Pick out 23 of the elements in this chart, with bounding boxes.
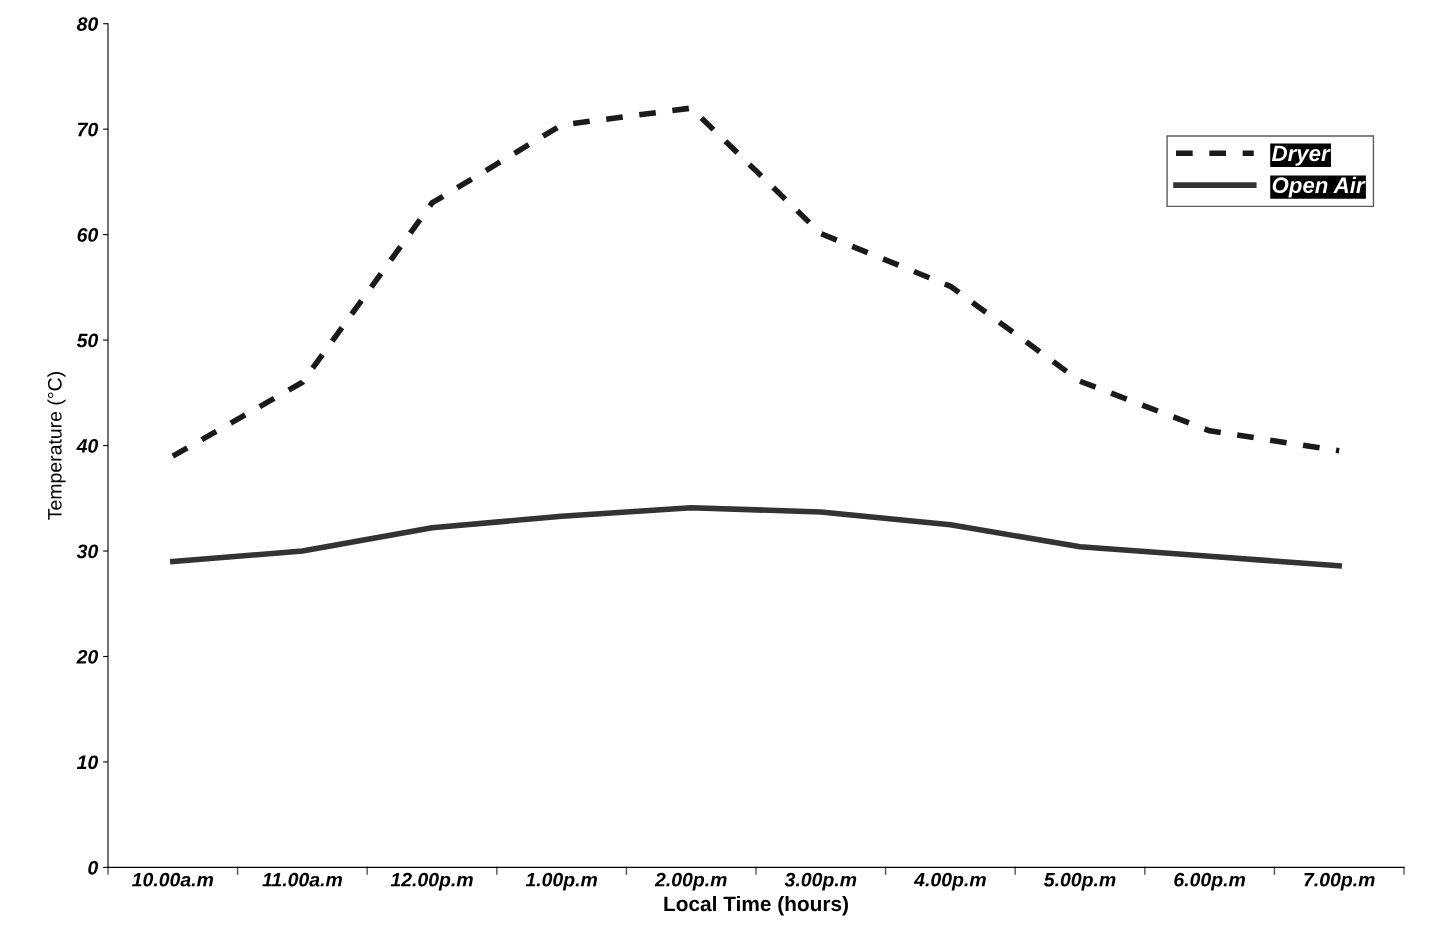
x-tick-label: 10.00a.m	[132, 872, 214, 887]
y-tick-label: 30	[76, 544, 99, 559]
y-axis-title: Temperature (°C)	[47, 372, 66, 520]
x-tick-label: 1.00p.m	[525, 872, 597, 891]
y-tick-label: 10	[76, 755, 99, 770]
x-tick-label: 6.00p.m	[1174, 872, 1245, 891]
x-tick-label: 5.00p.m	[1043, 872, 1116, 891]
legend-label: Open Air	[1272, 176, 1366, 198]
y-tick-label: 20	[76, 649, 99, 664]
x-tick-label: 11.00a.m	[262, 872, 342, 887]
x-tick-label: 7.00p.m	[1304, 872, 1375, 891]
legend-label: Dryer	[1271, 145, 1331, 166]
x-tick-label: 12.00p.m	[390, 872, 473, 891]
y-tick-label: 70	[78, 122, 99, 137]
y-tick-label: 40	[76, 439, 99, 453]
x-tick-label: 3.00p.m	[784, 872, 857, 891]
x-tick-label: 2.00p.m	[654, 872, 727, 891]
y-tick-label: 80	[76, 17, 99, 31]
y-tick-label: 60	[77, 228, 99, 242]
x-tick-label: 4.00p.m	[913, 872, 986, 891]
y-tick-label: 0	[88, 860, 99, 875]
x-axis-title: Local Time (hours)	[664, 895, 848, 916]
y-tick-label: 50	[76, 333, 99, 348]
